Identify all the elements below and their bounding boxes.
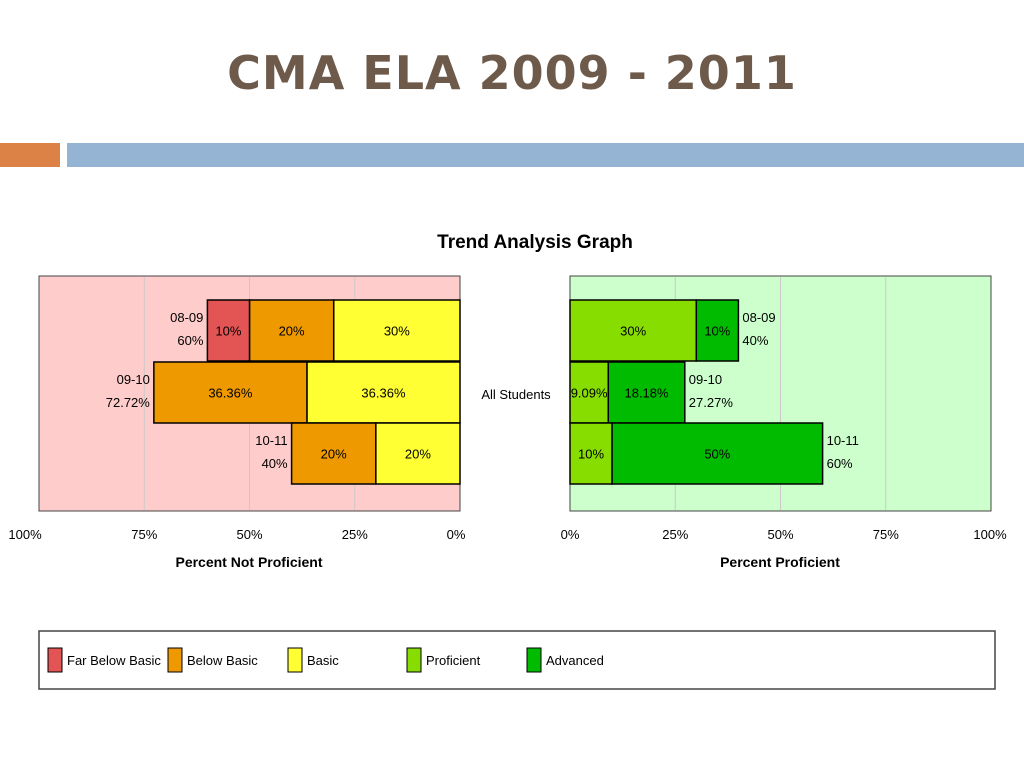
bar-value-label: 30%: [384, 324, 410, 339]
bar-value-label: 20%: [321, 447, 347, 462]
legend-label-far-below-basic: Far Below Basic: [67, 653, 161, 668]
tick-label: 75%: [131, 527, 157, 542]
bar-category-label: 09-10: [689, 372, 722, 387]
bar-total-label: 27.27%: [689, 395, 734, 410]
legend-box: [38, 630, 996, 690]
bar-value-label: 30%: [620, 324, 646, 339]
tick-label: 0%: [561, 527, 580, 542]
bar-value-label: 10%: [578, 447, 604, 462]
legend-swatch-basic: [287, 647, 303, 673]
bar-basic: [306, 361, 461, 424]
chart-title: Trend Analysis Graph: [437, 232, 633, 253]
tick-label: 75%: [873, 527, 899, 542]
proficient-tick-labels: 0% 25% 50% 75% 100%: [561, 527, 1007, 542]
bar-total-label: 60%: [177, 333, 203, 348]
bar-total-label: 40%: [262, 456, 288, 471]
not-proficient-axis-label: Percent Not Proficient: [175, 554, 322, 570]
bar-total-label: 40%: [742, 333, 768, 348]
bar-advanced: [607, 361, 686, 424]
row-label-all-students: All Students: [481, 387, 551, 402]
bar-far-below-basic: [206, 299, 251, 362]
tick-label: 25%: [342, 527, 368, 542]
bar-below-basic: [153, 361, 308, 424]
bar-category-label: 09-10: [117, 372, 150, 387]
tick-label: 25%: [662, 527, 688, 542]
tick-label: 50%: [236, 527, 262, 542]
bar-advanced: [695, 299, 740, 362]
bar-value-label: 20%: [279, 324, 305, 339]
bar-category-label: 08-09: [742, 310, 775, 325]
legend-swatch-far-below-basic: [47, 647, 63, 673]
legend-label-proficient: Proficient: [426, 653, 481, 668]
proficient-axis-label: Percent Proficient: [720, 554, 840, 570]
legend-label-below-basic: Below Basic: [187, 653, 258, 668]
tick-label: 50%: [767, 527, 793, 542]
bar-value-label: 36.36%: [361, 386, 406, 401]
legend-swatch-proficient: [406, 647, 422, 673]
not-proficient-tick-labels: 100% 75% 50% 25% 0%: [8, 527, 465, 542]
title-rule-main: [67, 143, 1024, 167]
bar-category-label: 10-11: [255, 433, 287, 448]
tick-label: 0%: [447, 527, 466, 542]
legend-swatch-advanced: [526, 647, 542, 673]
legend-label-basic: Basic: [307, 653, 339, 668]
slide-title: CMA ELA 2009 - 2011: [227, 46, 797, 100]
bar-below-basic: [290, 422, 377, 485]
not-proficient-bars: 30% 20% 10% 08-09 60% 36.36% 36.36% 09-10 72.72%…: [106, 299, 461, 485]
bar-proficient: [569, 422, 613, 485]
bar-value-label: 18.18%: [624, 386, 669, 401]
bar-basic: [375, 422, 461, 485]
legend: Far Below Basic Below Basic Basic Proficien…: [47, 647, 604, 673]
bar-below-basic: [248, 299, 335, 362]
tick-label: 100%: [8, 527, 42, 542]
bar-value-label: 20%: [405, 447, 431, 462]
bar-basic: [332, 299, 461, 362]
bar-value-label: 9.09%: [571, 386, 608, 401]
bar-value-label: 36.36%: [208, 386, 253, 401]
bar-category-label: 08-09: [170, 310, 203, 325]
legend-label-advanced: Advanced: [546, 653, 604, 668]
bar-value-label: 10%: [704, 324, 730, 339]
proficient-bars: 30% 10% 08-09 40% 9.09% 18.18% 09-10 27.27% 10% 5…: [569, 299, 859, 485]
bar-total-label: 60%: [827, 456, 853, 471]
legend-swatch-below-basic: [167, 647, 183, 673]
tick-label: 100%: [973, 527, 1007, 542]
bar-value-label: 50%: [704, 447, 730, 462]
bar-total-label: 72.72%: [106, 395, 151, 410]
bar-value-label: 10%: [215, 324, 241, 339]
title-rule-accent: [0, 143, 60, 167]
bar-proficient: [569, 299, 698, 362]
bar-proficient: [569, 361, 610, 424]
bar-category-label: 10-11: [827, 433, 859, 448]
bar-advanced: [611, 422, 824, 485]
